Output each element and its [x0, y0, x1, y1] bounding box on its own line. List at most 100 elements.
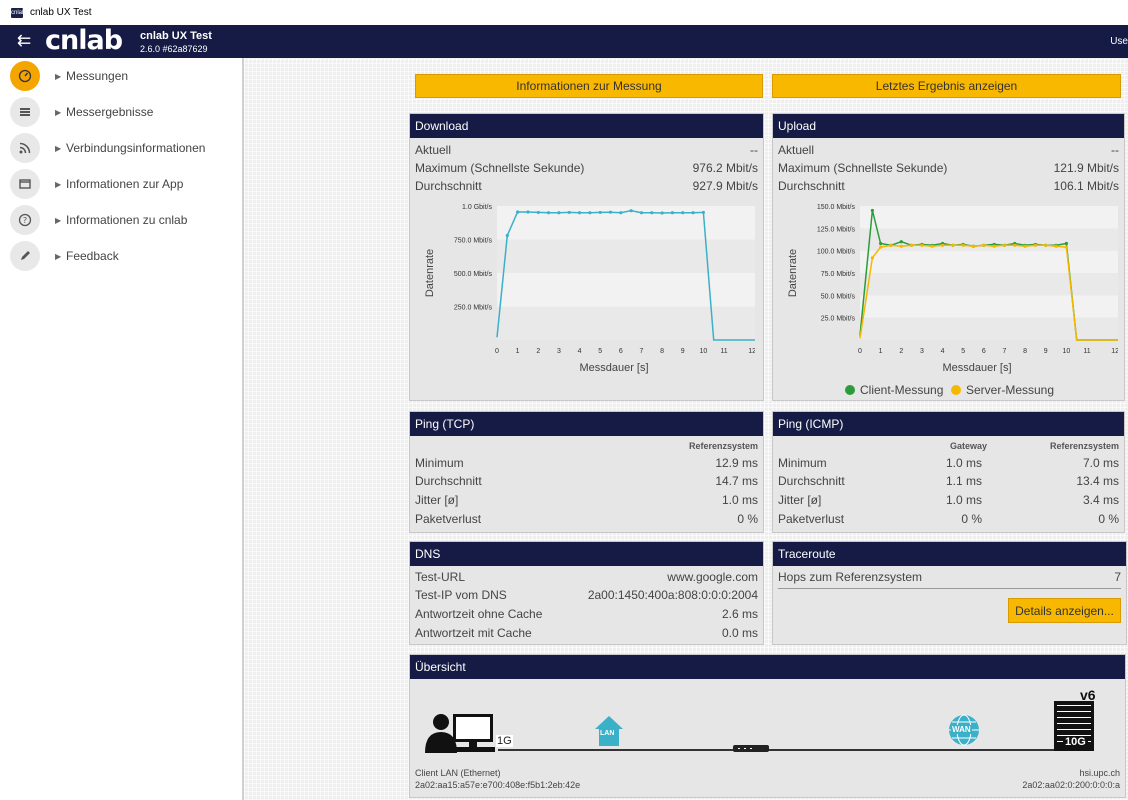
- stat-row: Maximum (Schnellste Sekunde) 121.9 Mbit/s: [778, 161, 1119, 179]
- ping-icmp-card: Ping (ICMP) Gateway Referenzsystem Minim…: [772, 411, 1125, 533]
- column-header: Gateway: [949, 441, 987, 451]
- sidebar-item-messergebnisse[interactable]: ▶ Messergebnisse: [0, 94, 242, 130]
- data-point: [567, 210, 571, 215]
- stat-label: Aktuell: [778, 143, 815, 157]
- data-point: [691, 211, 695, 215]
- pen-icon: [10, 241, 40, 271]
- stat-label: Durchschnitt: [415, 179, 482, 193]
- chart-band: [497, 306, 755, 340]
- data-point: [639, 211, 644, 215]
- last-result-button[interactable]: Letztes Ergebnis anzeigen: [772, 74, 1121, 98]
- x-tick-label: 9: [1044, 348, 1048, 355]
- lan-label: LAN: [600, 730, 615, 737]
- x-tick-label: 8: [1023, 348, 1027, 355]
- x-tick-label: 1: [516, 348, 520, 355]
- app-icon: cnlab: [11, 7, 26, 18]
- x-tick-label: 3: [920, 348, 924, 355]
- stat-value: 976.2 Mbit/s: [692, 161, 758, 175]
- reference-value: 3.4 ms: [1082, 493, 1119, 507]
- stat-row: Antwortzeit ohne Cache 2.6 ms: [415, 607, 758, 625]
- upload-chart: 25.0 Mbit/s 50.0 Mbit/s 75.0 Mbit/s 100.0 M…: [787, 204, 1118, 374]
- stat-row: Aktuell --: [415, 143, 758, 161]
- question-icon: ?: [10, 205, 40, 235]
- window-titlebar: cnlab cnlab UX Test: [0, 0, 1128, 26]
- sidebar: ▶ Messungen ▶ Messergebnisse ▶ Verbindun…: [0, 58, 244, 800]
- reference-value: 7.0 ms: [1082, 456, 1119, 470]
- legend-client: Client-Messung: [845, 383, 943, 397]
- gateway-value: 0 %: [961, 512, 982, 526]
- card-title: Ping (ICMP): [773, 412, 1124, 436]
- measurement-info-button[interactable]: Informationen zur Messung: [415, 74, 763, 98]
- stat-row: Durchschnitt 927.9 Mbit/s: [415, 179, 758, 197]
- x-tick-label: 8: [660, 348, 664, 355]
- client-speed-badge: 1G: [496, 735, 513, 747]
- sidebar-item-feedback[interactable]: ▶ Feedback: [0, 238, 242, 274]
- data-point: [619, 211, 623, 215]
- stat-value: www.google.com: [667, 570, 758, 584]
- data-point: [961, 243, 965, 247]
- stat-label: Test-IP vom DNS: [415, 588, 507, 602]
- stat-value: 927.9 Mbit/s: [692, 179, 758, 193]
- stat-row: Hops zum Referenzsystem 7: [778, 570, 1121, 589]
- x-tick-label: 2: [899, 348, 903, 355]
- sidebar-item-informationen-zu-cnlab[interactable]: ? ▶ Informationen zu cnlab: [0, 202, 242, 238]
- x-tick-label: 3: [557, 348, 561, 355]
- data-point: [505, 233, 509, 238]
- y-tick-label: 150.0 Mbit/s: [817, 204, 856, 211]
- stat-value: 106.1 Mbit/s: [1053, 179, 1119, 193]
- card-title: Download: [410, 114, 763, 138]
- connection-line: [498, 749, 1058, 751]
- legend-label: Client-Messung: [860, 383, 944, 397]
- stat-label: Paketverlust: [778, 512, 845, 526]
- reference-value: 0 %: [1098, 512, 1119, 526]
- data-point: [971, 244, 976, 248]
- stat-label: Durchschnitt: [415, 474, 482, 488]
- sidebar-item-label: Verbindungsinformationen: [66, 141, 206, 155]
- stat-row: Test-URL www.google.com: [415, 570, 758, 588]
- stat-value: 0.0 ms: [721, 626, 758, 640]
- data-point: [910, 243, 914, 247]
- client-ip-address: 2a02:aa15:a57e:e700:408e:f5b1:2eb:42e: [415, 780, 581, 790]
- sidebar-item-informationen-zur-app[interactable]: ▶ Informationen zur App: [0, 166, 242, 202]
- data-point: [870, 256, 874, 260]
- traceroute-card: Traceroute Hops zum Referenzsystem 7 Deta…: [772, 541, 1127, 645]
- data-point: [516, 210, 520, 214]
- rss-icon: [10, 133, 40, 163]
- x-tick-label: 9: [681, 348, 685, 355]
- chart-band: [860, 317, 1118, 340]
- window-icon: [10, 169, 40, 199]
- back-arrow-icon[interactable]: ⇇: [17, 31, 32, 50]
- chart-band: [497, 273, 755, 307]
- chart-band: [860, 206, 1118, 229]
- x-tick-label: 6: [619, 348, 623, 355]
- sidebar-item-verbindungsinformationen[interactable]: ▶ Verbindungsinformationen: [0, 130, 242, 166]
- window-title: cnlab UX Test: [30, 7, 92, 18]
- ping-tcp-card: Ping (TCP) Referenzsystem Minimum 12.9 ms…: [409, 411, 764, 533]
- user-menu[interactable]: Use: [1110, 36, 1128, 47]
- column-header: Referenzsystem: [1049, 441, 1119, 451]
- x-tick-label: 6: [982, 348, 986, 355]
- details-button[interactable]: Details anzeigen...: [1008, 598, 1121, 623]
- sidebar-item-label: Feedback: [66, 249, 119, 263]
- gateway-value: 1.1 ms: [945, 474, 982, 488]
- stat-row: Aktuell --: [778, 143, 1119, 161]
- x-tick-label: 10: [700, 348, 708, 355]
- chevron-right-icon: ▶: [55, 107, 62, 117]
- stat-row: Durchschnitt 14.7 ms: [415, 474, 758, 492]
- cnlab-logo: cnlab: [45, 25, 123, 56]
- x-tick-label: 11: [1083, 348, 1090, 355]
- stat-label: Paketverlust: [415, 512, 482, 526]
- stat-label: Minimum: [778, 456, 827, 470]
- server-ip-address: 2a02:aa02:0:200:0:0:0:a: [1022, 780, 1120, 790]
- data-point: [1013, 243, 1017, 247]
- stat-value: 7: [1114, 570, 1121, 584]
- y-axis-label: Datenrate: [787, 249, 799, 297]
- stat-value: --: [1111, 143, 1119, 157]
- y-tick-label: 100.0 Mbit/s: [817, 249, 856, 256]
- gateway-value: 1.0 ms: [945, 456, 982, 470]
- stat-label: Antwortzeit ohne Cache: [415, 607, 543, 621]
- ipv6-badge: v6: [1080, 687, 1096, 703]
- data-point: [1044, 243, 1048, 247]
- sidebar-item-messungen[interactable]: ▶ Messungen: [0, 58, 242, 94]
- chart-band: [860, 250, 1118, 273]
